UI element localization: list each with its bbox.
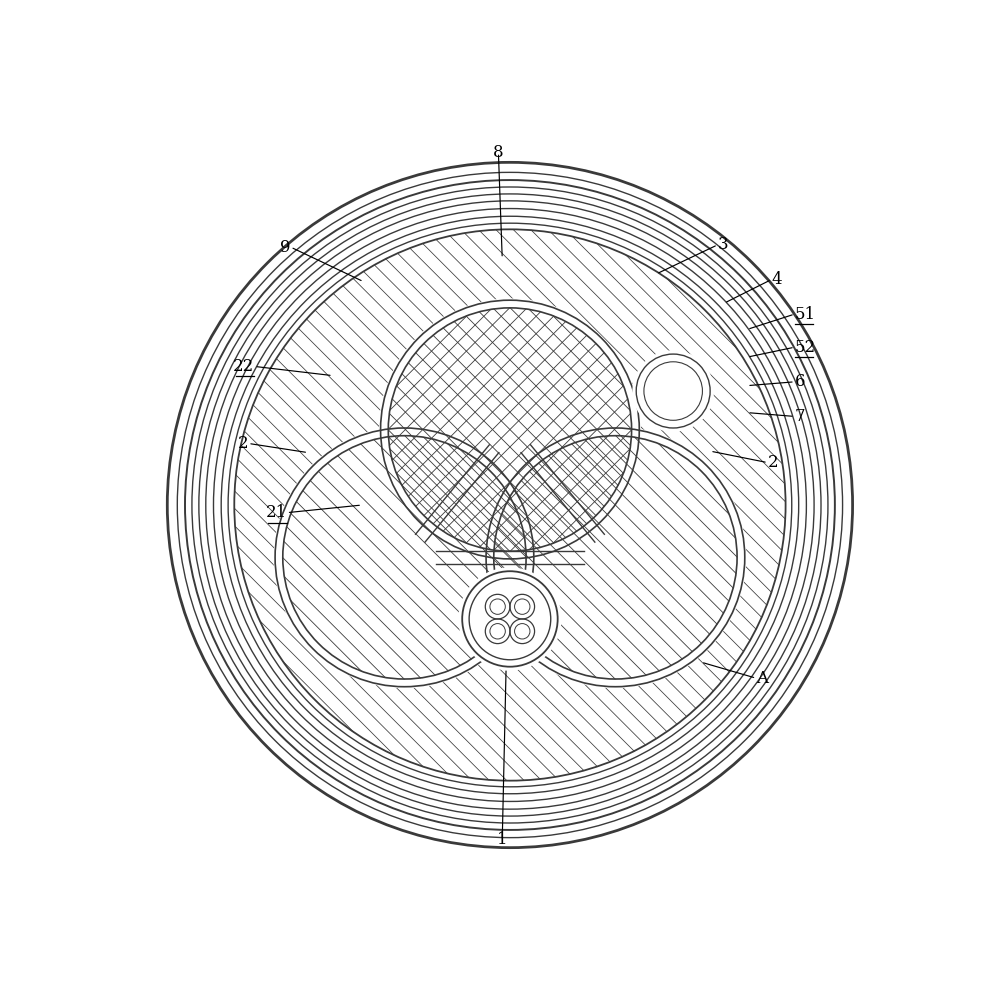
Text: A: A <box>755 670 767 687</box>
Text: 7: 7 <box>794 408 805 425</box>
Text: 2: 2 <box>238 435 248 452</box>
Text: 9: 9 <box>279 239 290 256</box>
Text: 21: 21 <box>265 504 286 521</box>
Circle shape <box>483 617 511 645</box>
Circle shape <box>379 299 640 560</box>
Text: 3: 3 <box>717 236 728 253</box>
Circle shape <box>483 593 511 620</box>
Circle shape <box>234 229 785 781</box>
Circle shape <box>484 426 746 688</box>
Text: 4: 4 <box>771 271 781 288</box>
Circle shape <box>273 426 535 688</box>
Circle shape <box>159 155 860 855</box>
Text: 22: 22 <box>233 358 254 375</box>
Text: 6: 6 <box>794 373 804 390</box>
Text: 51: 51 <box>794 306 815 323</box>
Text: 1: 1 <box>496 831 507 848</box>
Circle shape <box>508 593 536 620</box>
Circle shape <box>458 567 561 671</box>
Text: 8: 8 <box>493 144 503 161</box>
Text: 2: 2 <box>767 454 777 471</box>
Circle shape <box>508 617 536 645</box>
Circle shape <box>379 299 640 560</box>
Text: 52: 52 <box>794 339 815 356</box>
Circle shape <box>632 350 714 432</box>
